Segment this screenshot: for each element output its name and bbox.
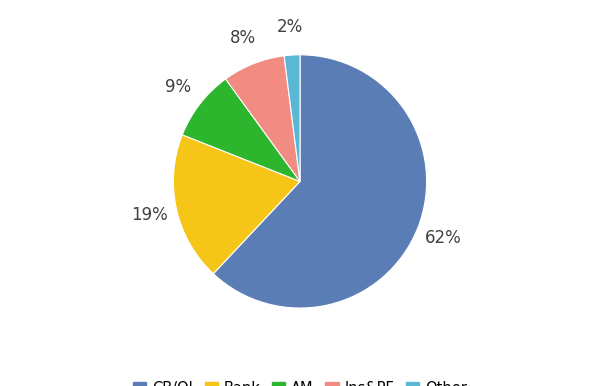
Wedge shape <box>226 56 300 181</box>
Wedge shape <box>173 135 300 274</box>
Text: 8%: 8% <box>230 29 256 47</box>
Wedge shape <box>284 55 300 181</box>
Text: 19%: 19% <box>131 206 167 224</box>
Text: 62%: 62% <box>425 229 462 247</box>
Legend: CB/OI, Bank, AM, Ins&PF, Other: CB/OI, Bank, AM, Ins&PF, Other <box>128 375 473 386</box>
Wedge shape <box>182 79 300 181</box>
Text: 9%: 9% <box>165 78 191 96</box>
Wedge shape <box>214 55 427 308</box>
Text: 2%: 2% <box>277 18 304 36</box>
